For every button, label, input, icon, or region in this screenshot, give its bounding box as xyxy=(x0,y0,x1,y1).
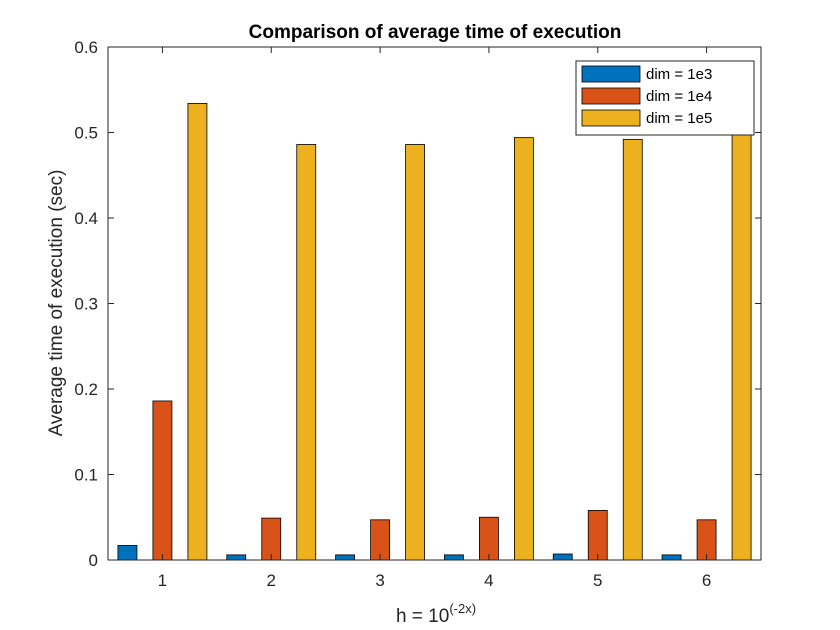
legend-label: dim = 1e5 xyxy=(646,110,712,127)
legend: dim = 1e3 dim = 1e4 dim = 1e5 xyxy=(575,60,755,136)
bar-3-series-2 xyxy=(370,519,390,561)
bar-2-series-3 xyxy=(296,144,317,561)
y-tick-label: 0.2 xyxy=(74,380,98,399)
legend-label: dim = 1e4 xyxy=(646,88,712,105)
x-tick-label: 4 xyxy=(484,571,493,590)
bar-2-series-1 xyxy=(226,554,247,561)
bar-4-series-1 xyxy=(444,554,464,561)
bar-2-series-2 xyxy=(261,517,282,561)
x-tick-label: 6 xyxy=(702,571,711,590)
x-axis-label-sup: (-2x) xyxy=(449,601,476,616)
bar-6-series-3 xyxy=(731,129,752,561)
bar-3-series-1 xyxy=(335,554,355,561)
y-axis-label: Average time of execution (sec) xyxy=(46,170,67,437)
legend-swatch xyxy=(581,87,641,105)
x-axis-label: h = 10(-2x) xyxy=(396,601,476,627)
y-tick-label: 0.1 xyxy=(74,466,98,485)
legend-swatch xyxy=(581,65,641,83)
legend-swatch xyxy=(581,109,641,127)
x-axis-label-base: h = 10 xyxy=(396,606,449,627)
x-tick-label: 3 xyxy=(375,571,384,590)
bar-1-series-1 xyxy=(117,545,138,561)
y-tick-label: 0.4 xyxy=(74,209,98,228)
bar-5-series-1 xyxy=(552,553,573,561)
bar-6-series-2 xyxy=(696,519,717,561)
bar-5-series-2 xyxy=(587,510,608,561)
y-tick-label: 0.6 xyxy=(74,38,98,57)
y-tick-label: 0 xyxy=(89,551,98,570)
x-tick-label: 1 xyxy=(158,571,167,590)
bar-4-series-2 xyxy=(479,516,499,561)
legend-label: dim = 1e3 xyxy=(646,66,712,83)
bar-4-series-3 xyxy=(514,137,534,561)
bars-group xyxy=(117,103,752,561)
ticks-group: 0 0.1 0.2 0.3 0.4 0.5 0.6 1 2 3 4 5 6 xyxy=(74,38,761,590)
x-tick-label: 2 xyxy=(267,571,276,590)
bar-6-series-1 xyxy=(661,554,682,561)
y-tick-label: 0.3 xyxy=(74,295,98,314)
chart-title: Comparison of average time of execution xyxy=(249,22,622,43)
bar-1-series-2 xyxy=(152,400,173,561)
bar-3-series-3 xyxy=(405,144,425,561)
bar-1-series-3 xyxy=(187,103,208,561)
x-tick-label: 5 xyxy=(593,571,602,590)
y-tick-label: 0.5 xyxy=(74,124,98,143)
bar-5-series-3 xyxy=(622,138,643,561)
